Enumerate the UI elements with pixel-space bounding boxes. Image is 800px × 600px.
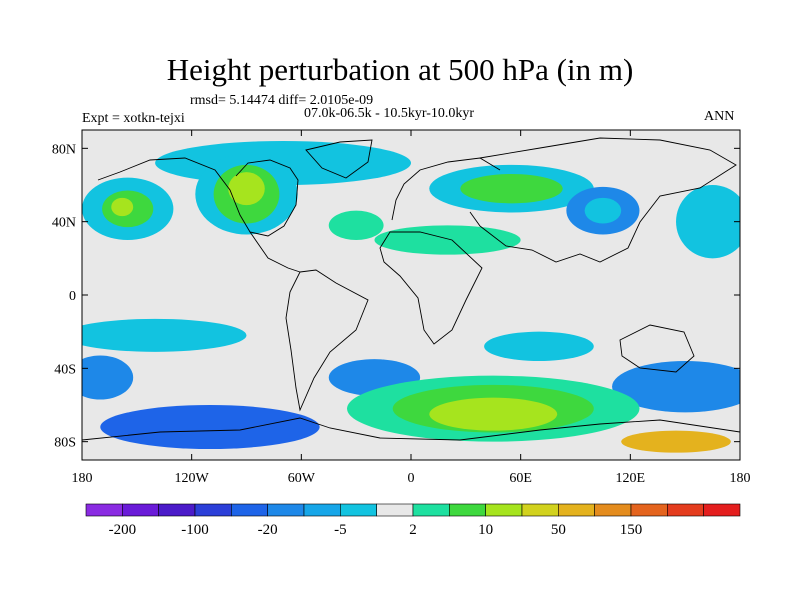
coast-north-america [97, 157, 299, 237]
colorbar-swatch [340, 503, 377, 517]
y-tick-label: 40N [52, 216, 76, 231]
coast-greenland [305, 139, 373, 179]
colorbar-swatch [667, 503, 704, 517]
coast-asia [469, 137, 737, 263]
colorbar-label: -20 [258, 522, 278, 538]
x-tick-label: 60E [509, 471, 532, 486]
colorbar-label: -200 [109, 522, 137, 538]
x-tick-label: 120W [175, 471, 210, 486]
colorbar-swatch [267, 503, 305, 517]
x-tick-label: 180 [730, 471, 751, 486]
field-region-afr-n [374, 225, 521, 255]
x-tick-label: 180 [72, 471, 93, 486]
colorbar-swatch [703, 503, 741, 517]
y-tick-label: 0 [69, 289, 76, 304]
y-tick-label: 40S [54, 362, 76, 377]
colorbar-label: -100 [181, 522, 209, 538]
colorbar-swatch [630, 503, 668, 517]
y-tick-label: 80S [54, 436, 76, 451]
field-region-spac-2 [82, 355, 134, 400]
colorbar-swatch [194, 503, 232, 517]
period-label: 07.0k-06.5k - 10.5kyr-10.0kyr [304, 106, 475, 121]
y-tick-label: 80N [52, 142, 76, 157]
colorbar-swatch [558, 503, 595, 517]
coast-south-america [285, 269, 369, 412]
field-region-natl [328, 210, 384, 240]
colorbar-label: 10 [478, 522, 493, 538]
field-region-eur-2 [460, 174, 563, 204]
coast-central-america [249, 231, 301, 273]
coastlines [82, 137, 740, 441]
colorbar-swatch [85, 503, 123, 517]
colorbar-label: 50 [551, 522, 566, 538]
chart-title: Height perturbation at 500 hPa (in m) [166, 52, 634, 87]
field-region-asia-2 [584, 197, 622, 224]
colorbar-label: 2 [409, 522, 417, 538]
season-label: ANN [704, 109, 735, 124]
coast-antarctica [82, 417, 740, 441]
x-tick-label: 120E [616, 471, 646, 486]
field-layer [82, 141, 740, 453]
colorbar-swatch [594, 503, 632, 517]
colorbar-swatch [449, 503, 486, 517]
x-tick-label: 0 [408, 471, 415, 486]
coast-africa [379, 231, 483, 345]
colorbar: -200 -100 -20 -5 2 10 50 150 [85, 503, 741, 538]
stats-label: rmsd= 5.14474 diff= 2.0105e-09 [190, 93, 374, 108]
field-region-pac-n-3 [111, 197, 134, 217]
x-tick-label: 60W [288, 471, 316, 486]
colorbar-swatch [158, 503, 196, 517]
field-region-ind-s [484, 331, 594, 362]
colorbar-swatch [231, 503, 268, 517]
experiment-label: Expt = xotkn-tejxi [82, 111, 185, 126]
coast-australia [619, 324, 695, 373]
colorbar-swatch [303, 503, 341, 517]
colorbar-label: -5 [334, 522, 347, 538]
colorbar-swatch [412, 503, 450, 517]
map-axes: 180 120W 60W 0 60E 120E 180 80N 40N 0 40S 80S [52, 130, 751, 486]
field-region-spac-1 [82, 318, 247, 352]
field-region-ant-e [621, 430, 731, 453]
field-region-aus-s [612, 361, 740, 413]
colorbar-swatch [376, 503, 414, 517]
colorbar-swatch [122, 503, 159, 517]
colorbar-swatch [521, 503, 559, 517]
field-region-npac-e [676, 185, 740, 259]
field-region-ant-w [100, 405, 320, 449]
colorbar-swatch [485, 503, 523, 517]
field-region-so-3 [429, 397, 558, 431]
colorbar-label: 150 [620, 522, 643, 538]
field-region-nam-3 [228, 172, 265, 206]
